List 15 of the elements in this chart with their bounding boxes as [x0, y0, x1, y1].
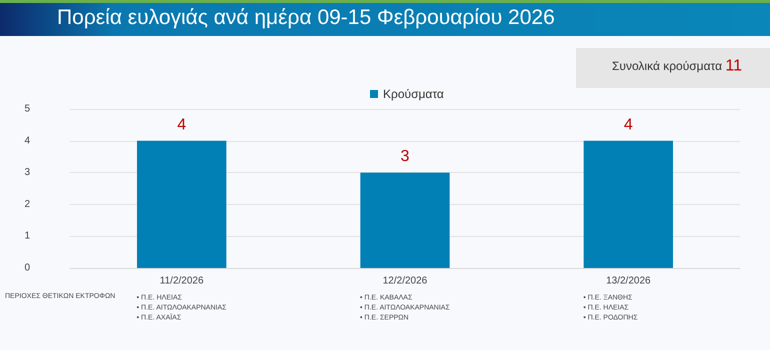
x-tick-label: 11/2/2026	[160, 276, 204, 286]
x-tick-label: 13/2/2026	[606, 276, 652, 286]
legend-label: Κρούσματα	[383, 87, 444, 101]
y-tick-label: 5	[24, 104, 30, 114]
y-tick-label: 0	[24, 262, 30, 274]
data-label: 3	[400, 148, 410, 166]
x-tick-label: 12/2/2026	[382, 276, 428, 286]
y-tick-label: 4	[24, 135, 30, 146]
y-tick-label: 3	[24, 167, 30, 178]
data-label: 4	[624, 116, 633, 134]
y-tick-label: 2	[24, 198, 30, 210]
data-label: 4	[177, 116, 186, 134]
text: Συνολικά κρούσματα 11	[612, 58, 742, 74]
chart-title: Πορεία ευλογιάς ανά ημέρα 09-15 Φεβρουαρίου 2026	[57, 6, 555, 29]
y-tick-label: 1	[24, 230, 30, 242]
